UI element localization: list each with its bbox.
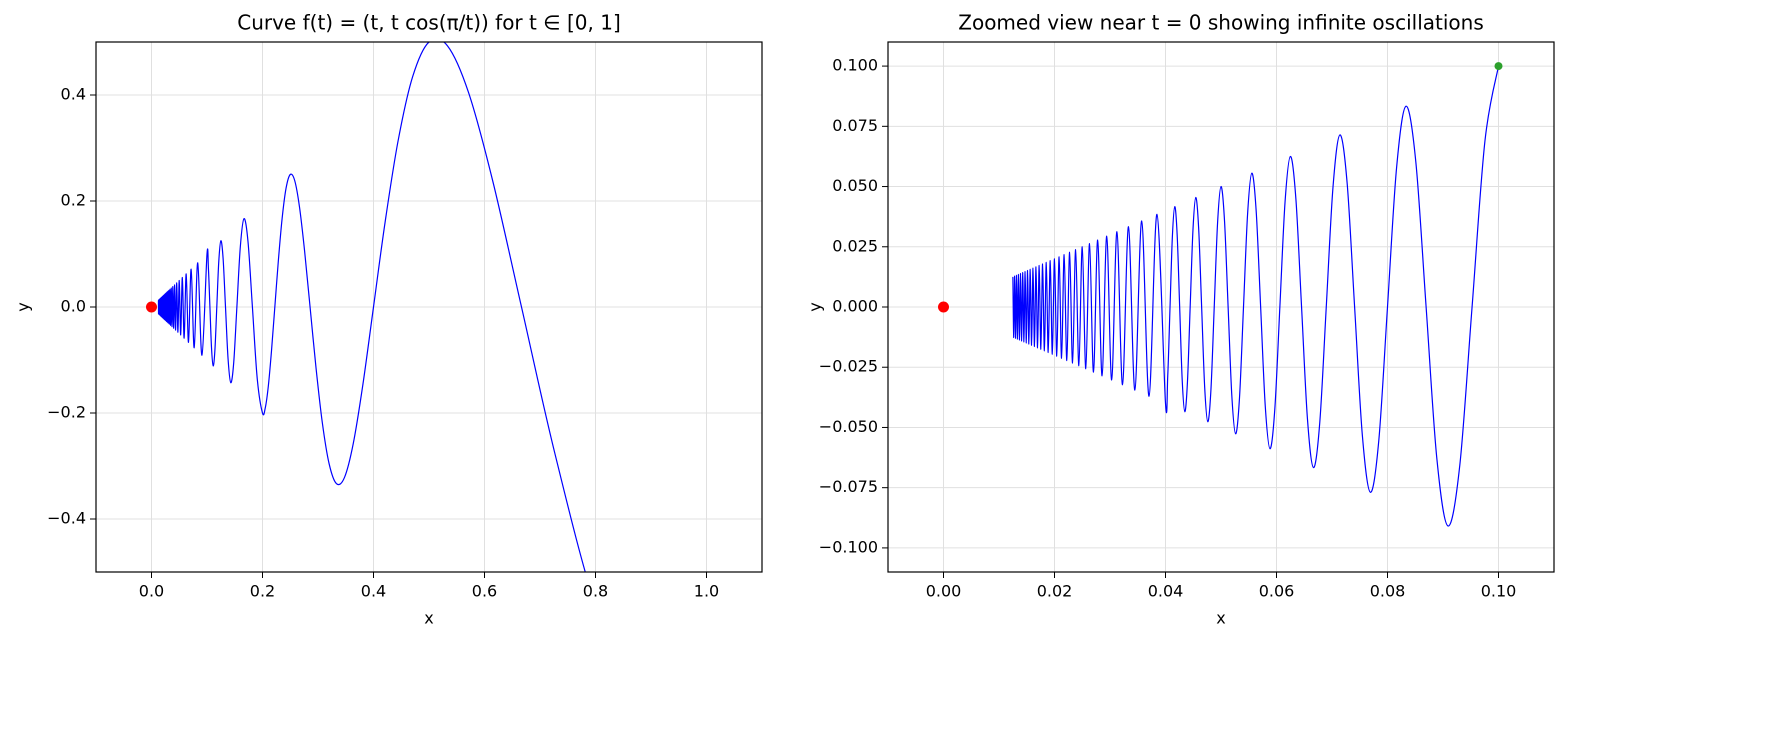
curve — [1012, 65, 1500, 527]
x-tick-label: 0.6 — [472, 582, 497, 601]
x-tick-label: 0.06 — [1259, 582, 1295, 601]
y-tick-label: −0.025 — [819, 357, 878, 376]
y-tick-label: 0.075 — [832, 116, 878, 135]
y-axis-label: y — [14, 302, 33, 311]
y-tick-label: −0.2 — [47, 403, 86, 422]
axes-frame — [95, 41, 763, 573]
subplot: 0.0 0.2 0.4 0.6 0.8 1.0 −0.4 −0.2 0.0 0.2 0.4 Curve… — [14, 11, 763, 628]
x-axis-label: x — [424, 609, 433, 628]
y-tick-label: 0.050 — [832, 176, 878, 195]
x-axis-label: x — [1216, 609, 1225, 628]
marker — [938, 301, 949, 313]
y-tick-label: 0.4 — [61, 85, 86, 104]
y-tick-label: 0.000 — [832, 297, 878, 316]
x-tick-label: 0.8 — [583, 582, 608, 601]
subplot: 0.00 0.02 0.04 0.06 0.08 0.10 −0.100 −0.075 −0.0… — [806, 11, 1555, 628]
x-tick-label: 0.10 — [1481, 582, 1517, 601]
chart-title: Curve f(t) = (t, t cos(π/t)) for t ∈ [0,… — [237, 11, 621, 35]
x-tick-label: 0.00 — [926, 582, 962, 601]
y-axis-label: y — [806, 302, 825, 311]
x-tick-label: 0.0 — [139, 582, 164, 601]
x-tick-label: 0.04 — [1148, 582, 1184, 601]
axes-frame — [887, 41, 1555, 573]
y-tick-label: 0.2 — [61, 191, 86, 210]
y-tick-label: 0.0 — [61, 297, 86, 316]
x-tick-label: 0.08 — [1370, 582, 1406, 601]
x-tick-label: 0.02 — [1037, 582, 1073, 601]
curve — [157, 42, 586, 572]
y-tick-label: −0.100 — [819, 537, 878, 556]
marker — [146, 301, 157, 313]
y-tick-label: 0.100 — [832, 56, 878, 75]
x-tick-label: 1.0 — [694, 582, 719, 601]
marker — [1494, 62, 1503, 71]
y-tick-label: −0.075 — [819, 477, 878, 496]
x-tick-label: 0.2 — [250, 582, 275, 601]
x-tick-label: 0.4 — [361, 582, 386, 601]
chart-title: Zoomed view near t = 0 showing infinite … — [958, 11, 1484, 35]
y-tick-label: −0.4 — [47, 509, 86, 528]
y-tick-label: 0.025 — [832, 236, 878, 255]
y-tick-label: −0.050 — [819, 417, 878, 436]
